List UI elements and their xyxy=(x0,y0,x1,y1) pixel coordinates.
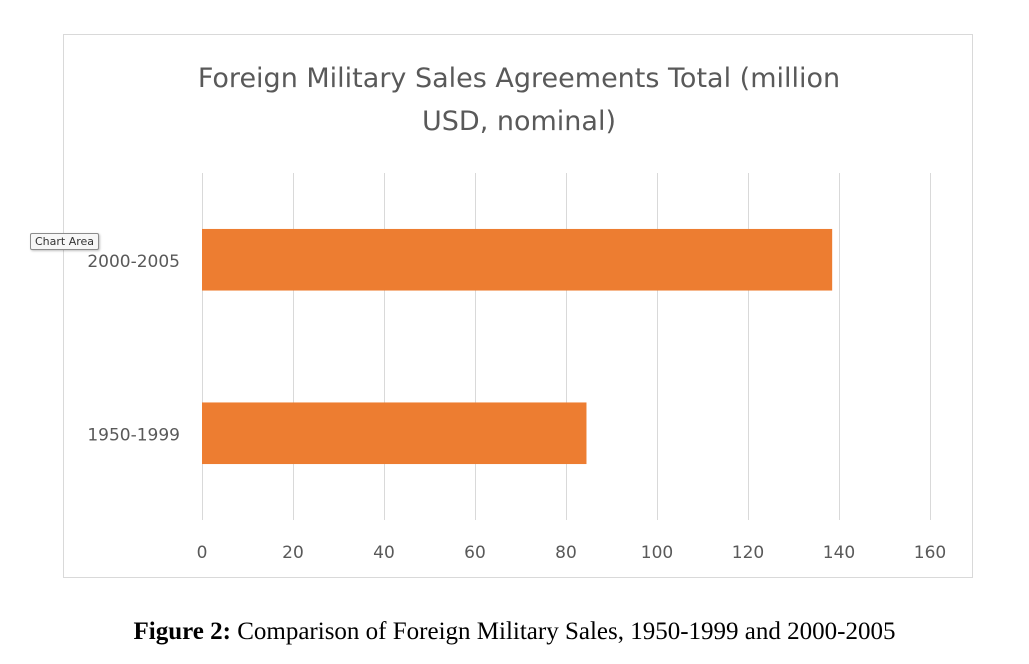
x-tick-label: 0 xyxy=(197,543,208,563)
bar-2000-2005 xyxy=(202,228,833,291)
x-tick-label: 100 xyxy=(641,543,673,563)
x-tick-label: 160 xyxy=(914,543,946,563)
x-tick-label: 20 xyxy=(282,543,304,563)
chart-title-line-1: Foreign Military Sales Agreements Total … xyxy=(197,63,841,94)
bar-plot: 1950-1999 2000-2005 0 20 40 60 80 100 120 140 160 xyxy=(87,173,946,563)
chart-title-line-2: USD, nominal) xyxy=(422,106,616,137)
figure-caption: Figure 2: Comparison of Foreign Military… xyxy=(0,618,1029,646)
chart-title: Foreign Military Sales Agreements Total … xyxy=(64,57,974,143)
chart-area-tooltip: Chart Area xyxy=(30,233,100,250)
x-tick-label: 80 xyxy=(555,543,577,563)
x-tick-label: 140 xyxy=(823,543,855,563)
figure-caption-text: Comparison of Foreign Military Sales, 19… xyxy=(230,618,896,645)
x-tick-label: 60 xyxy=(464,543,486,563)
figure-caption-prefix: Figure 2: xyxy=(133,618,231,645)
bar-1950-1999 xyxy=(202,402,587,465)
category-label-1950-1999: 1950-1999 xyxy=(87,425,180,445)
category-label-2000-2005: 2000-2005 xyxy=(87,252,180,272)
x-tick-label: 120 xyxy=(732,543,764,563)
x-tick-label: 40 xyxy=(373,543,395,563)
chart-area[interactable]: Foreign Military Sales Agreements Total … xyxy=(63,34,973,578)
